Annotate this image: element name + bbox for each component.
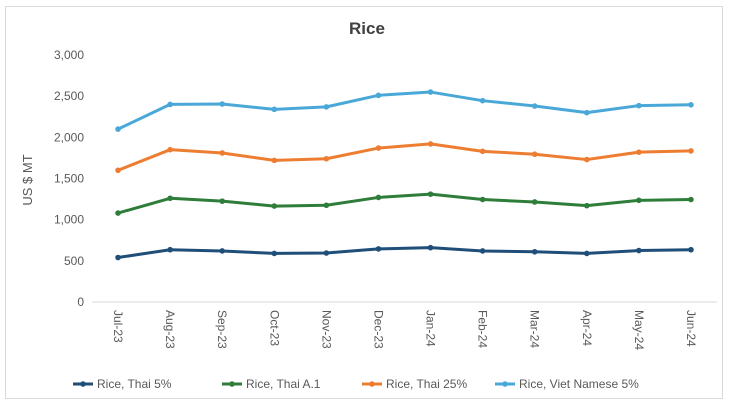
data-point [531, 151, 538, 158]
data-point [375, 145, 382, 151]
x-tick-label: Mar-24 [528, 310, 542, 348]
legend-label: Rice, Thai 25% [386, 377, 467, 391]
data-point [115, 167, 121, 174]
data-point [688, 148, 694, 154]
data-point [479, 196, 486, 203]
data-point [375, 194, 382, 201]
data-point [427, 141, 434, 147]
data-point [375, 246, 382, 252]
x-tick-label: Dec-23 [371, 310, 385, 349]
x-tick-label: Apr-24 [580, 310, 594, 346]
x-tick-label: Aug-23 [163, 310, 177, 349]
x-tick-label: Jul-23 [111, 310, 125, 343]
x-tick-label: Jun-24 [684, 310, 698, 347]
data-point [219, 248, 226, 254]
data-point [636, 197, 642, 204]
data-point [636, 247, 642, 254]
data-point [479, 97, 486, 104]
data-point [583, 109, 590, 116]
data-point [531, 248, 538, 255]
series-line [116, 142, 693, 172]
data-point [167, 146, 173, 153]
data-point [583, 250, 590, 257]
data-point [115, 210, 121, 216]
data-point [531, 103, 538, 109]
data-point [583, 202, 590, 209]
legend-label: Rice, Viet Namese 5% [519, 377, 639, 391]
data-point [636, 102, 642, 109]
y-tick-label: 500 [64, 254, 84, 268]
data-point [219, 198, 226, 204]
data-point [323, 155, 330, 162]
data-point [688, 246, 694, 253]
data-point [271, 157, 278, 164]
y-axis-title: US $ MT [20, 154, 35, 205]
data-point [219, 150, 226, 156]
data-point [427, 89, 434, 95]
y-tick-label: 2,500 [54, 89, 84, 103]
data-point [271, 106, 278, 113]
series-line [116, 246, 693, 260]
data-point [427, 191, 434, 197]
data-point [688, 196, 694, 203]
legend-label: Rice, Thai A.1 [246, 377, 321, 391]
x-axis-ticks: Jul-23 Aug-23 Sep-23 Oct-23 Nov-23 Dec-23 Jan-… [111, 310, 698, 350]
data-point [375, 92, 382, 99]
legend: Rice, Thai 5% Rice, Thai A.1 Rice, Thai 25… [73, 377, 639, 391]
series-line [116, 192, 693, 215]
y-tick-label: 0 [77, 295, 84, 309]
x-tick-label: Feb-24 [476, 310, 490, 348]
legend-label: Rice, Thai 5% [97, 377, 172, 391]
y-tick-label: 1,500 [54, 172, 84, 186]
series-line [116, 90, 693, 131]
data-point [167, 246, 173, 253]
data-point [271, 250, 278, 257]
data-point [271, 203, 278, 209]
data-point [531, 199, 538, 205]
data-point [688, 102, 694, 108]
data-point [479, 248, 486, 254]
legend-marker [502, 381, 508, 387]
legend-marker [369, 381, 375, 387]
y-tick-label: 2,000 [54, 130, 84, 144]
legend-marker [229, 381, 235, 387]
x-tick-label: Oct-23 [267, 310, 281, 346]
y-axis-ticks: 0 500 1,000 1,500 2,000 2,500 3,000 [54, 48, 84, 309]
data-point [323, 202, 330, 209]
x-tick-label: Jan-24 [424, 310, 438, 347]
data-point [323, 104, 330, 110]
y-tick-label: 1,000 [54, 213, 84, 227]
legend-marker [80, 381, 86, 387]
data-point [167, 101, 173, 108]
x-tick-label: Nov-23 [319, 310, 333, 349]
data-point [323, 250, 330, 256]
x-tick-label: Sep-23 [215, 310, 229, 349]
data-point [115, 126, 121, 132]
data-point [636, 149, 642, 155]
data-point [219, 101, 226, 107]
data-point [583, 156, 590, 163]
data-point [115, 254, 121, 261]
chart-title: Rice [349, 19, 385, 38]
data-point [167, 195, 173, 202]
data-point [479, 148, 486, 155]
data-point [427, 244, 434, 251]
x-tick-label: May-24 [632, 310, 646, 350]
y-tick-label: 3,000 [54, 48, 84, 62]
plot-area [115, 89, 694, 261]
